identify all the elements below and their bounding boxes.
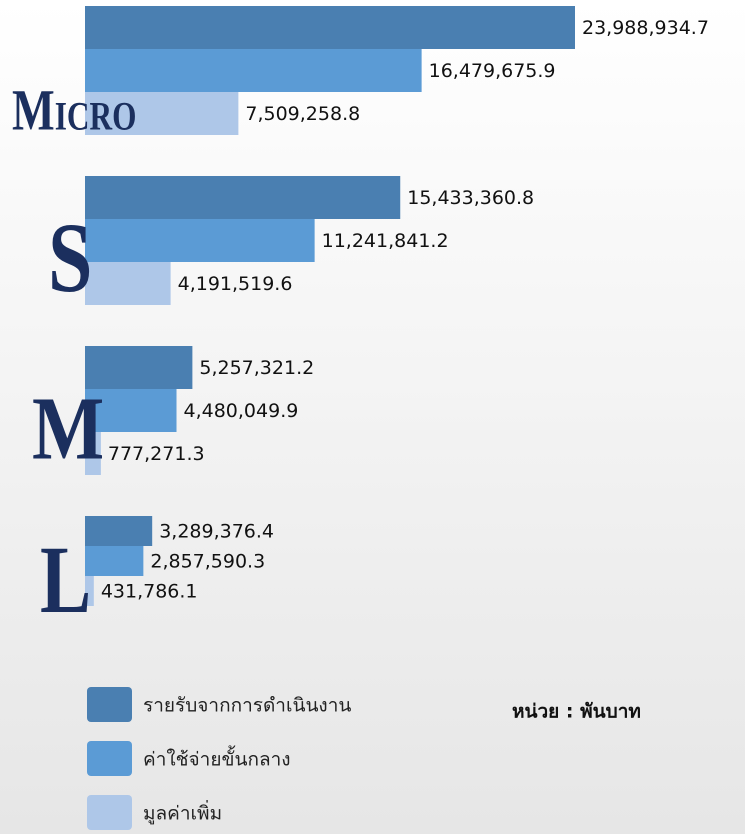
- category-label: S: [48, 201, 92, 313]
- value-label: 11,241,841.2: [322, 230, 449, 252]
- value-label: 4,191,519.6: [178, 273, 293, 295]
- legend-label: ค่าใช้จ่ายขั้นกลาง: [143, 746, 291, 771]
- bar: [85, 576, 94, 606]
- value-label: 15,433,360.8: [407, 187, 534, 209]
- bar: [85, 546, 144, 576]
- legend-label: มูลค่าเพิ่ม: [143, 800, 222, 825]
- bar: [85, 346, 193, 389]
- value-label: 23,988,934.7: [582, 17, 709, 39]
- value-label: 4,480,049.9: [184, 400, 299, 422]
- legend-swatch: [87, 795, 132, 830]
- bar: [85, 49, 422, 92]
- value-label: 777,271.3: [108, 443, 205, 465]
- value-label: 2,857,590.3: [150, 551, 265, 573]
- bar: [85, 6, 575, 49]
- bar: [85, 389, 177, 432]
- value-label: 3,289,376.4: [159, 521, 274, 543]
- value-label: 5,257,321.2: [199, 357, 314, 379]
- value-label: 431,786.1: [101, 581, 198, 603]
- legend-swatch: [87, 741, 132, 776]
- bar: [85, 432, 101, 475]
- legend-label: รายรับจากการดำเนินงาน: [143, 695, 351, 717]
- bar: [85, 92, 239, 135]
- bar: [85, 262, 171, 305]
- bar: [85, 516, 153, 546]
- value-label: 7,509,258.8: [245, 103, 360, 125]
- bar: [85, 219, 315, 262]
- category-label: L: [40, 527, 91, 633]
- legend-swatch: [87, 687, 132, 722]
- value-label: 16,479,675.9: [429, 60, 556, 82]
- unit-note: หน่วย : พันบาท: [512, 701, 641, 723]
- category-label: M: [32, 380, 104, 479]
- category-label: Micro: [12, 79, 136, 143]
- bar: [85, 176, 401, 219]
